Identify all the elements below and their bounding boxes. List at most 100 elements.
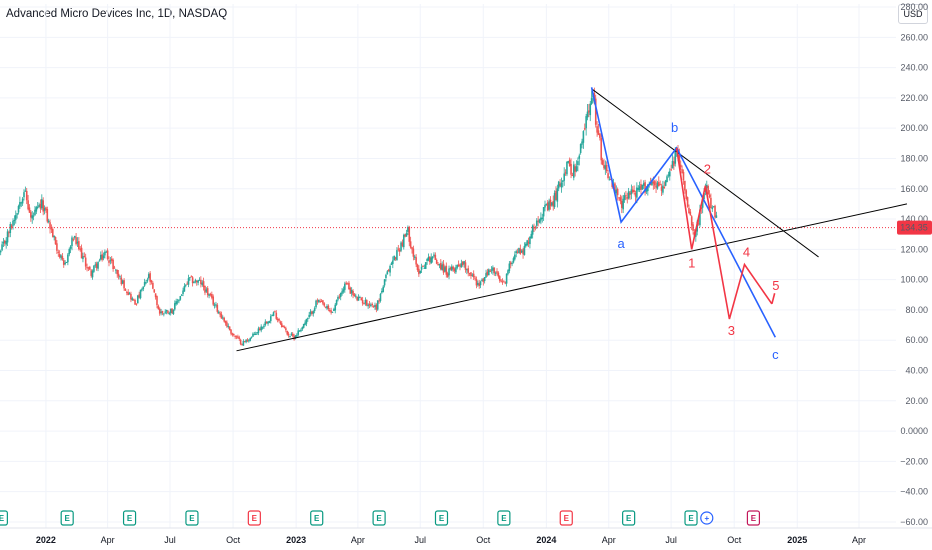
- candle-body: [616, 189, 619, 196]
- candle-body: [453, 268, 456, 271]
- candle-body: [445, 265, 448, 275]
- candle-body: [328, 310, 331, 312]
- x-tick-label: Jul: [665, 535, 677, 545]
- candle-body: [315, 300, 317, 308]
- candle-body: [527, 241, 530, 244]
- candle-body: [68, 249, 71, 255]
- event-markers: E E E E E E E E E E E E + E: [0, 510, 761, 526]
- candle-body: [84, 257, 87, 267]
- candle-body: [341, 291, 343, 294]
- candle-body: [353, 294, 356, 297]
- candle-body: [393, 255, 395, 261]
- candle-body: [232, 333, 235, 335]
- candle-body: [563, 173, 565, 181]
- candle-body: [434, 254, 437, 260]
- candle-body: [312, 311, 315, 314]
- candle-body: [153, 289, 156, 293]
- candle-body: [659, 184, 661, 186]
- time-axis[interactable]: 2022 Apr Jul Oct 2023 Apr Jul Oct 2024 Apr Jul Oct 2…: [0, 527, 932, 545]
- event-marker-letter: E: [314, 514, 320, 523]
- candle-body: [130, 294, 132, 300]
- candle-body: [662, 185, 664, 193]
- candle-body: [420, 266, 423, 270]
- candle-body: [53, 235, 55, 238]
- candle-body: [367, 305, 369, 307]
- candle-body: [30, 212, 32, 218]
- candle-body: [211, 294, 213, 298]
- candle-body: [644, 182, 646, 193]
- candle-body: [119, 276, 121, 278]
- candle-body: [354, 295, 357, 297]
- price-axis[interactable]: 280.00 260.00 240.00 220.00 200.00 180.00 160.…: [897, 2, 932, 527]
- candle-body: [570, 163, 572, 175]
- candle-body: [260, 326, 262, 331]
- candle-body: [245, 339, 247, 343]
- candle-body: [146, 279, 149, 282]
- candle-body: [478, 283, 480, 286]
- candle-body: [79, 248, 82, 250]
- candle-body: [363, 302, 365, 304]
- candle-body: [62, 260, 65, 265]
- event-marker-letter: E: [376, 514, 382, 523]
- currency-button[interactable]: USD: [898, 4, 928, 24]
- candle-body: [463, 261, 465, 265]
- candle-body: [200, 279, 202, 285]
- candle-body: [124, 289, 127, 291]
- candle-body: [290, 333, 293, 336]
- candle-body: [374, 304, 376, 308]
- candle-body: [433, 254, 435, 256]
- candle-body: [291, 333, 294, 336]
- candle-body: [534, 227, 537, 229]
- candle-body: [227, 325, 230, 327]
- candle-body: [460, 263, 463, 268]
- candle-body: [670, 169, 672, 171]
- earnings-marker: [434, 510, 449, 526]
- x-tick-label: 2024: [536, 535, 556, 545]
- candle-body: [442, 263, 445, 273]
- candle-body: [136, 295, 139, 304]
- candle-body: [705, 184, 708, 189]
- x-tick-label: Apr: [351, 535, 365, 545]
- candle-body: [623, 195, 626, 200]
- candle-body: [115, 269, 117, 271]
- candle-body: [437, 264, 439, 266]
- candle-body: [596, 126, 598, 133]
- candle-body: [219, 312, 221, 315]
- candle-body: [566, 161, 568, 175]
- candle-body: [298, 330, 301, 332]
- earnings-marker: [60, 510, 74, 526]
- candle-body: [642, 183, 645, 186]
- candle-body: [161, 311, 164, 314]
- wave-label-1: 1: [688, 255, 695, 270]
- candle-body: [514, 254, 516, 260]
- candle-body: [224, 320, 227, 324]
- wave-a-b-c: [590, 87, 777, 338]
- candle-body: [664, 180, 667, 186]
- candle-body: [466, 269, 468, 271]
- candle-body: [190, 276, 193, 278]
- candle-body: [663, 186, 666, 189]
- candle-body: [615, 189, 618, 194]
- candle-body: [457, 264, 460, 267]
- y-tick-label: 160.00: [900, 184, 928, 194]
- candle-body: [618, 197, 620, 199]
- candle-body: [307, 318, 309, 320]
- candle-body: [638, 186, 641, 191]
- candle-body: [342, 289, 345, 292]
- x-tick-label: 2025: [787, 535, 807, 545]
- candle-body: [519, 248, 522, 254]
- candle-body: [95, 263, 98, 269]
- candle-body: [215, 304, 217, 306]
- candle-body: [504, 282, 507, 284]
- candle-body: [239, 339, 242, 345]
- candle-body: [293, 335, 295, 340]
- candle-body: [537, 220, 539, 222]
- chart-title: Advanced Micro Devices Inc, 1D, NASDAQ: [6, 8, 228, 20]
- candle-body: [235, 336, 238, 338]
- candle-body: [241, 344, 243, 346]
- candle-body: [289, 335, 291, 337]
- candle-body: [28, 207, 31, 213]
- candle-body: [23, 192, 25, 198]
- candle-body: [217, 311, 220, 313]
